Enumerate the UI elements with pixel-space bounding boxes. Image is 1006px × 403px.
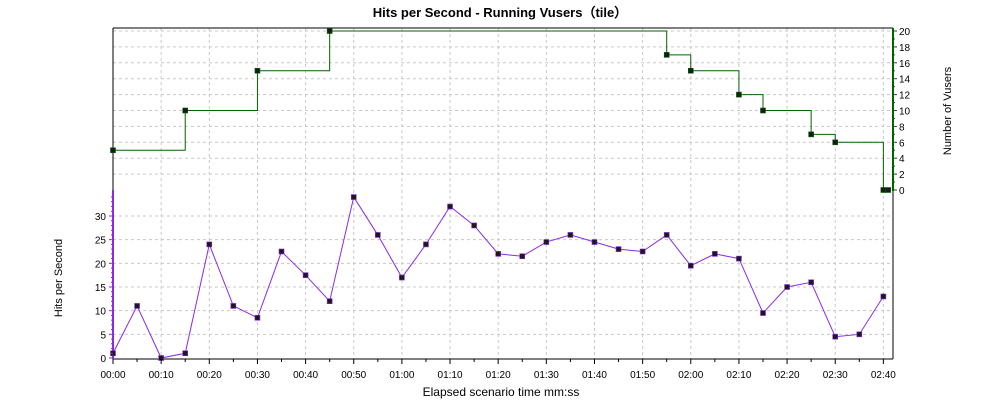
hits-point — [808, 279, 814, 286]
right-y-axis-ticks: 0 2 4 6 8 10 12 14 16 18 20 — [893, 27, 911, 197]
left-y-axis-ticks: 0 5 10 15 20 25 30 — [95, 196, 113, 365]
hits-point — [543, 239, 550, 245]
vusers-point — [254, 67, 261, 74]
left-y-tick-label: 20 — [95, 259, 107, 270]
right-y-tick-label: 18 — [899, 43, 911, 54]
hits-point — [519, 253, 526, 260]
hits-point — [254, 314, 261, 321]
hits-point — [639, 248, 646, 255]
x-tick-label: 00:40 — [293, 370, 318, 381]
x-tick-label: 01:30 — [534, 370, 559, 381]
hits-point — [760, 310, 766, 316]
x-tick-label: 01:10 — [438, 370, 463, 381]
hits-series — [110, 194, 887, 361]
hits-point — [736, 255, 742, 262]
left-y-tick-label: 25 — [95, 236, 107, 247]
right-y-tick-label: 8 — [899, 122, 905, 133]
hits-point — [784, 284, 790, 290]
hits-point — [278, 248, 285, 255]
x-axis-label: Elapsed scenario time mm:ss — [423, 385, 580, 399]
vusers-point — [885, 187, 891, 193]
x-tick-label: 02:30 — [823, 370, 848, 381]
left-y-tick-label: 0 — [100, 354, 106, 365]
vusers-point — [736, 91, 742, 98]
x-tick-label: 00:00 — [100, 370, 125, 381]
vusers-point — [110, 147, 116, 154]
x-tick-label: 00:30 — [245, 370, 270, 381]
hits-point — [182, 350, 189, 357]
hits-point — [663, 232, 670, 238]
vusers-point — [880, 187, 887, 193]
hits-point — [302, 272, 309, 278]
left-y-tick-label: 30 — [95, 212, 107, 223]
left-y-tick-label: 10 — [95, 307, 107, 318]
vusers-point — [760, 107, 766, 114]
x-tick-label: 00:50 — [341, 370, 366, 381]
hits-point — [712, 251, 718, 257]
plot-frame — [112, 27, 894, 360]
hits-point — [567, 232, 574, 238]
hits-point — [423, 241, 429, 248]
grid — [112, 28, 893, 359]
x-tick-label: 01:40 — [582, 370, 607, 381]
hits-point — [134, 303, 140, 309]
left-y-tick-label: 15 — [95, 283, 107, 294]
x-tick-label: 02:20 — [775, 370, 800, 381]
chart-title: Hits per Second - Running Vusers（tile） — [373, 5, 628, 20]
right-y-tick-label: 10 — [899, 107, 911, 118]
hits-point — [471, 222, 477, 229]
right-y-axis-label: Number of Vusers — [942, 66, 954, 155]
right-y-tick-label: 20 — [899, 27, 911, 38]
right-y-tick-label: 4 — [899, 154, 905, 165]
x-tick-label: 02:00 — [678, 370, 703, 381]
hits-point — [206, 241, 213, 248]
vusers-point — [663, 52, 670, 58]
hits-point — [399, 274, 405, 281]
vusers-point — [832, 139, 839, 146]
hits-point — [687, 262, 694, 269]
hits-point — [375, 232, 381, 238]
hits-point — [326, 298, 333, 305]
x-axis-ticks: 00:00 00:10 00:20 00:30 00:40 00:50 01:00 01:10… — [100, 359, 896, 381]
hits-point — [832, 333, 839, 340]
x-tick-label: 00:20 — [197, 370, 222, 381]
right-y-tick-label: 2 — [899, 170, 905, 181]
x-tick-label: 02:10 — [726, 370, 751, 381]
x-tick-label: 00:10 — [149, 370, 174, 381]
right-y-tick-label: 14 — [899, 75, 911, 86]
left-y-tick-label: 5 — [100, 330, 106, 341]
hits-point — [447, 203, 453, 210]
hits-point — [591, 239, 598, 245]
right-y-tick-label: 6 — [899, 138, 905, 149]
right-y-tick-label: 12 — [899, 91, 911, 102]
hits-point — [350, 194, 357, 200]
vusers-point — [687, 67, 694, 74]
x-tick-label: 01:50 — [630, 370, 655, 381]
x-tick-label: 01:20 — [486, 370, 511, 381]
hits-point — [856, 331, 863, 338]
hits-point — [230, 303, 237, 309]
hits-point — [880, 293, 887, 300]
vusers-series — [110, 28, 891, 193]
left-y-axis-label: Hits per Second — [53, 239, 65, 317]
vusers-point — [326, 28, 333, 34]
x-tick-label: 02:40 — [871, 370, 896, 381]
vusers-point — [808, 131, 814, 138]
vusers-line — [113, 30, 889, 191]
x-tick-label: 01:00 — [389, 370, 414, 381]
hits-point — [615, 246, 622, 252]
right-y-tick-label: 16 — [899, 59, 911, 70]
right-y-tick-label: 0 — [899, 186, 905, 197]
vusers-point — [182, 107, 189, 114]
hits-point — [495, 251, 501, 257]
